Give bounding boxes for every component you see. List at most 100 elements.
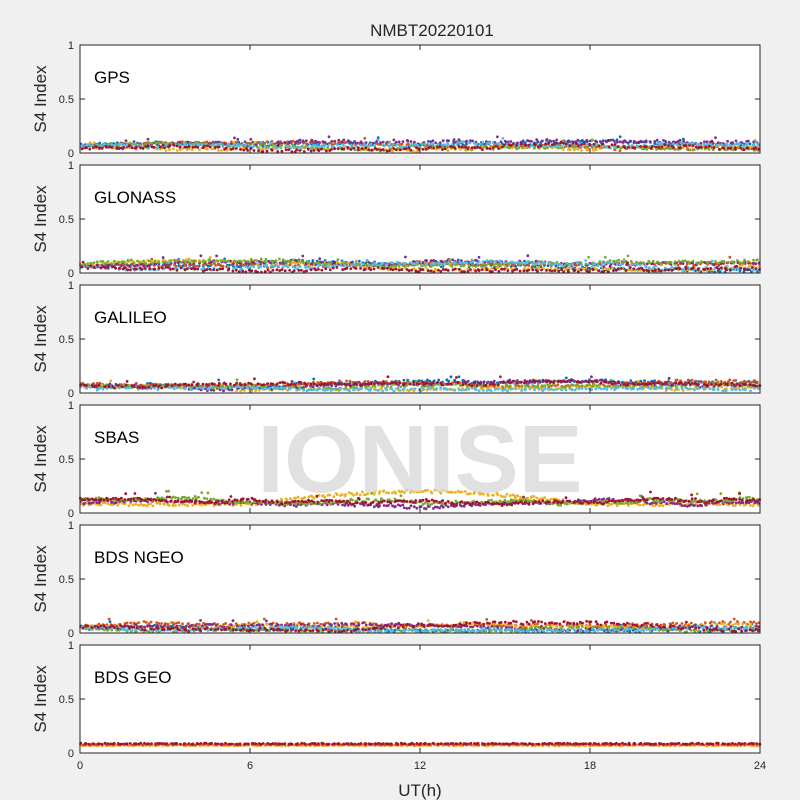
data-point (617, 381, 621, 384)
data-point (493, 260, 497, 263)
data-point (473, 146, 477, 149)
data-point (333, 139, 337, 143)
data-point (286, 260, 290, 263)
data-point (348, 379, 352, 383)
data-point (385, 266, 389, 270)
data-point (508, 378, 512, 382)
data-point (606, 504, 610, 508)
data-point (605, 140, 608, 144)
data-point (499, 263, 503, 267)
data-point (180, 140, 184, 144)
data-point (477, 389, 481, 392)
data-point (496, 383, 500, 387)
data-point (109, 379, 113, 383)
data-point (491, 270, 494, 273)
data-point (737, 146, 741, 150)
data-point (178, 145, 182, 149)
data-point (680, 381, 683, 384)
data-point (446, 382, 450, 386)
data-point (246, 149, 250, 152)
data-point (655, 261, 659, 264)
data-point (637, 140, 641, 144)
data-point (454, 261, 457, 264)
data-point (420, 263, 424, 267)
data-point (416, 143, 419, 147)
data-point (317, 149, 321, 153)
data-point (677, 259, 681, 263)
data-point (582, 142, 586, 146)
data-point (730, 141, 734, 145)
data-point (326, 382, 330, 386)
data-point (626, 383, 630, 386)
data-point (409, 387, 413, 391)
data-point (580, 149, 584, 152)
data-point (376, 136, 380, 140)
data-point (484, 383, 488, 387)
data-point (157, 384, 161, 388)
data-point (557, 380, 560, 383)
data-point (212, 388, 216, 392)
data-point (152, 145, 156, 149)
data-point (417, 382, 421, 385)
data-point (506, 269, 510, 273)
data-point (574, 140, 577, 144)
data-point (590, 138, 594, 142)
data-point (556, 144, 559, 148)
data-point (193, 386, 196, 390)
data-point (143, 267, 147, 270)
data-point (146, 137, 150, 141)
data-point (349, 148, 353, 151)
data-point (306, 265, 309, 269)
data-point (331, 266, 335, 270)
data-point (317, 140, 321, 144)
data-point (323, 144, 326, 148)
data-point (185, 148, 189, 152)
data-point (163, 502, 167, 506)
data-point (112, 386, 116, 390)
data-point (712, 146, 716, 149)
data-point (570, 378, 573, 382)
data-point (173, 382, 177, 386)
data-point (661, 504, 665, 508)
data-point (521, 146, 524, 150)
data-point (453, 146, 457, 150)
data-point (369, 268, 373, 272)
data-point (266, 146, 270, 150)
data-point (387, 141, 391, 144)
data-point (312, 262, 316, 265)
data-point (615, 138, 619, 142)
data-point (445, 388, 449, 391)
data-point (754, 267, 758, 270)
data-point (536, 140, 540, 144)
data-point (222, 259, 226, 263)
data-point (144, 262, 148, 265)
data-point (127, 504, 131, 508)
data-point (208, 256, 212, 259)
data-point (535, 138, 539, 142)
data-point (470, 146, 474, 150)
data-point (346, 146, 350, 150)
data-point (602, 145, 606, 149)
data-point (259, 260, 263, 264)
data-point (624, 269, 628, 272)
data-point (263, 270, 267, 273)
y-tick-label: 0.5 (59, 94, 74, 106)
data-point (747, 260, 750, 263)
data-point (224, 387, 228, 391)
data-point (212, 382, 216, 386)
data-point (606, 385, 609, 388)
data-point (425, 381, 429, 385)
data-point (431, 142, 434, 146)
data-point (110, 146, 114, 149)
data-point (553, 262, 557, 266)
y-tick-label: 1 (68, 160, 74, 172)
data-point (743, 379, 746, 383)
data-point (563, 385, 567, 389)
data-point (632, 139, 636, 143)
data-point (697, 143, 701, 147)
data-point (715, 143, 719, 147)
data-point (663, 143, 667, 147)
data-point (571, 388, 574, 392)
data-point (421, 261, 425, 264)
data-point (265, 264, 269, 268)
